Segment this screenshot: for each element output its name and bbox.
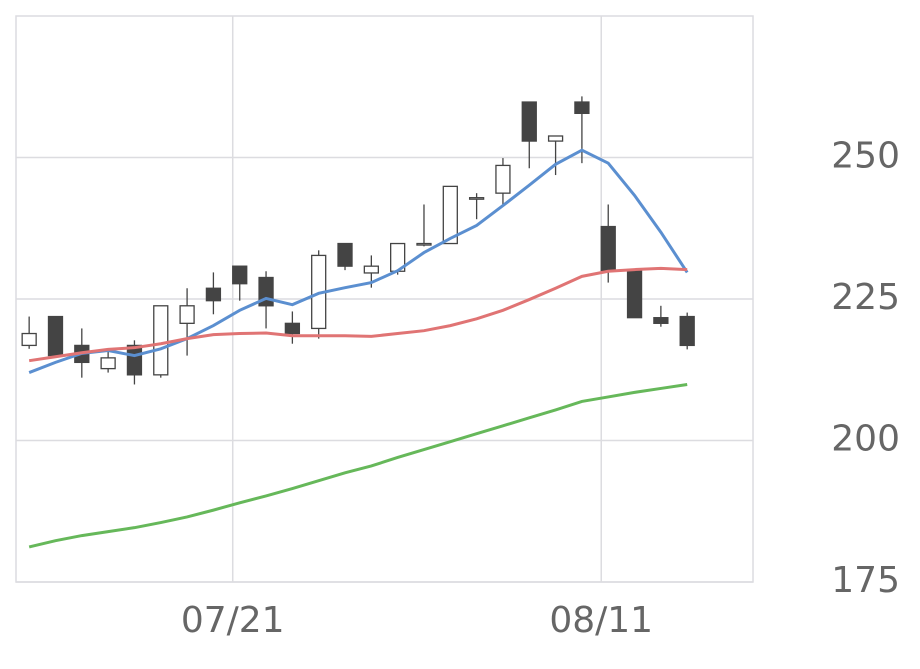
candle-body: [416, 242, 432, 246]
candle-body: [600, 225, 616, 272]
candle-body: [284, 322, 301, 335]
moving-average-line: [28, 382, 688, 549]
candle-body: [126, 344, 143, 376]
moving-average-line: [28, 148, 689, 374]
candle-body: [100, 357, 116, 370]
moving-average-line: [28, 266, 688, 363]
candle-body: [521, 101, 537, 142]
candle-body: [679, 315, 695, 347]
y-tick-label: 225: [831, 277, 900, 318]
candle-body: [495, 164, 511, 194]
candle-body: [574, 101, 590, 115]
candle-body: [653, 317, 669, 324]
y-tick-label: 250: [831, 136, 900, 177]
candle-body: [21, 332, 37, 347]
x-tick-label: 08/11: [549, 600, 653, 641]
candle-body: [547, 135, 564, 142]
candle-body: [232, 265, 248, 285]
candle-body: [442, 185, 458, 245]
candle-body: [47, 315, 64, 357]
candle-body: [337, 242, 353, 267]
candle-body: [179, 305, 195, 324]
candle-body: [363, 265, 379, 274]
candle-body: [626, 270, 643, 319]
candle-body: [468, 197, 485, 200]
y-tick-label: 200: [831, 419, 900, 460]
candle-body: [153, 305, 169, 376]
x-tick-label: 07/21: [181, 600, 285, 641]
candle-body: [205, 287, 222, 302]
y-tick-label: 175: [831, 560, 900, 601]
